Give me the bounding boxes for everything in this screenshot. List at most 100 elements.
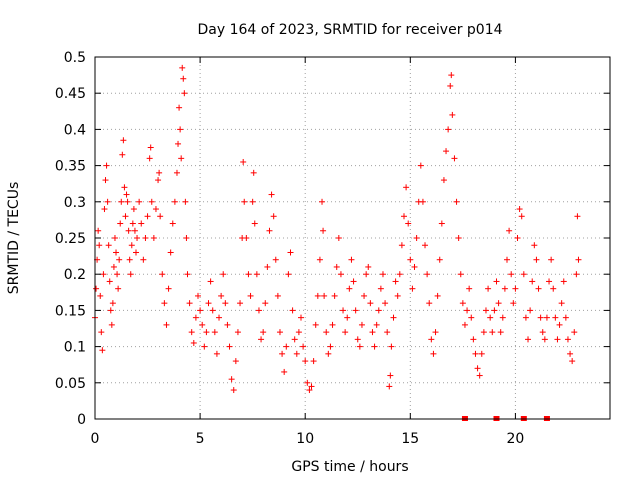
data-point [487, 314, 494, 321]
data-point [480, 329, 487, 336]
data-point [348, 256, 355, 263]
data-point [249, 198, 256, 205]
data-point [293, 350, 300, 357]
data-point [506, 227, 513, 234]
data-point [426, 300, 433, 307]
data-point [175, 140, 182, 147]
data-point [120, 137, 127, 144]
data-point [270, 213, 277, 220]
data-point [250, 169, 257, 176]
data-point [180, 75, 187, 82]
data-point [121, 184, 128, 191]
data-point [97, 292, 104, 299]
data-point [110, 263, 117, 270]
data-point [138, 220, 145, 227]
data-point [108, 321, 115, 328]
data-point [455, 235, 462, 241]
data-point [495, 300, 502, 307]
data-point [405, 220, 412, 227]
data-point [134, 235, 141, 241]
data-point [396, 271, 403, 278]
data-point [520, 271, 527, 278]
data-point [144, 213, 151, 220]
data-point [375, 307, 382, 314]
data-point [157, 213, 164, 220]
data-point [567, 350, 574, 357]
data-point [101, 206, 108, 213]
data-point [312, 321, 319, 328]
data-point [382, 300, 389, 307]
data-point [394, 292, 401, 299]
data-point [125, 227, 132, 234]
data-point [329, 321, 336, 328]
data-point [461, 321, 468, 328]
data-point [117, 220, 124, 227]
data-point [224, 321, 231, 328]
data-point [554, 336, 561, 343]
data-point [491, 307, 498, 314]
data-point [207, 278, 214, 285]
data-point [173, 169, 180, 176]
data-point [411, 263, 418, 270]
data-point [321, 292, 328, 299]
data-point [541, 336, 548, 343]
data-point [279, 350, 286, 357]
data-point [529, 278, 536, 285]
data-point [220, 271, 227, 278]
data-point [445, 126, 452, 133]
data-point [386, 383, 393, 390]
x-axis-ticks: 0 5 10 15 20 [91, 57, 524, 447]
data-point [574, 213, 581, 220]
data-point [107, 307, 114, 314]
data-point [447, 82, 454, 89]
x-axis-label: GPS time / hours [291, 459, 408, 475]
data-point [190, 339, 197, 346]
data-point [501, 285, 508, 292]
data-point [518, 213, 525, 220]
data-point [354, 336, 361, 343]
data-point [392, 278, 399, 285]
data-point [176, 104, 183, 111]
data-point [543, 314, 550, 321]
data-point [367, 300, 374, 307]
data-point [268, 191, 275, 198]
data-point [499, 314, 506, 321]
data-point [560, 278, 567, 285]
data-point [188, 329, 195, 336]
data-point [178, 155, 185, 162]
data-point [407, 256, 414, 263]
data-point [276, 329, 283, 336]
data-point [253, 271, 260, 278]
data-point [192, 314, 199, 321]
y-tick-label: 0.15 [55, 303, 86, 319]
data-point [147, 144, 154, 151]
data-point [531, 242, 538, 249]
data-point [106, 278, 113, 285]
data-point [533, 256, 540, 263]
data-point [448, 72, 455, 79]
data-point [93, 285, 100, 292]
data-point [300, 343, 307, 350]
data-point [262, 300, 269, 307]
data-point [478, 350, 485, 357]
data-point [95, 227, 102, 234]
data-point [419, 198, 426, 205]
data-point [409, 285, 416, 292]
data-point [118, 198, 125, 205]
data-point [333, 263, 340, 270]
data-point [365, 263, 372, 270]
data-point [302, 358, 309, 365]
data-point [146, 155, 153, 162]
data-point [116, 256, 123, 263]
data-point [337, 271, 344, 278]
data-point [342, 329, 349, 336]
data-point [182, 198, 189, 205]
data-point [264, 263, 271, 270]
data-point [575, 256, 582, 263]
data-point [234, 329, 241, 336]
data-point [124, 198, 131, 205]
data-point [163, 321, 170, 328]
data-point [571, 329, 578, 336]
data-point [562, 314, 569, 321]
data-point [314, 292, 321, 299]
